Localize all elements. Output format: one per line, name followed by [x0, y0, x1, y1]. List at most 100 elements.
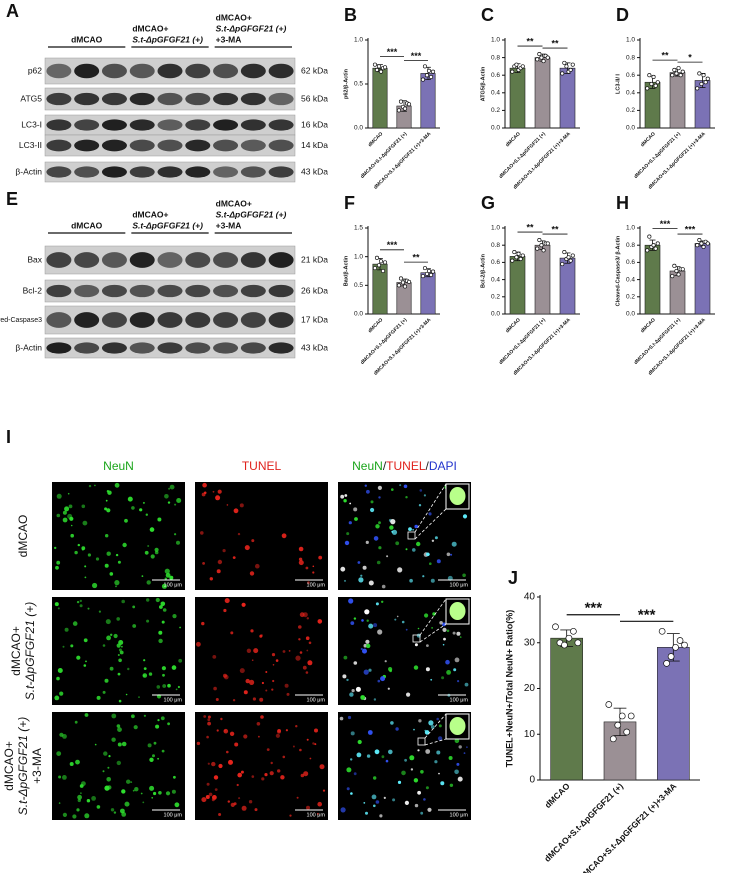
- cell: [363, 802, 366, 804]
- cell: [428, 512, 432, 516]
- cell: [212, 490, 215, 493]
- blot-band: [101, 342, 127, 354]
- zoom-line: [414, 508, 447, 540]
- cell: [115, 553, 119, 557]
- cell: [434, 760, 438, 764]
- cell: [422, 575, 425, 578]
- cell: [425, 667, 430, 672]
- cell: [438, 724, 442, 728]
- cell: [153, 791, 157, 796]
- cell: [365, 811, 368, 815]
- cell: [308, 641, 312, 645]
- cell: [295, 655, 301, 661]
- cell: [248, 800, 253, 804]
- blot-band: [213, 284, 239, 298]
- data-point: [541, 248, 546, 253]
- y-tick-label: 0.0: [354, 311, 363, 318]
- cell: [226, 750, 229, 754]
- data-point: [422, 64, 428, 69]
- group-label: S.t-ΔpGFGF21 (+): [132, 34, 203, 44]
- cell: [178, 658, 183, 663]
- x-tick-label: dMCAO: [640, 317, 657, 334]
- cell: [160, 601, 166, 607]
- cell: [84, 565, 87, 568]
- panel-letter: A: [6, 1, 19, 21]
- cell: [114, 580, 120, 586]
- cell: [111, 737, 116, 742]
- data-point: [699, 81, 704, 87]
- cell: [260, 715, 264, 719]
- cell: [348, 598, 354, 604]
- cell: [344, 540, 350, 546]
- significance-label: ***: [638, 606, 656, 623]
- cell: [117, 742, 122, 747]
- blot-size-label: 17 kDa: [301, 314, 328, 324]
- cell: [109, 666, 114, 671]
- cell: [165, 791, 171, 796]
- blot-band: [213, 63, 239, 79]
- cell: [211, 761, 216, 767]
- y-axis-label: Cleaved-Caspase3/ β-Actin: [615, 235, 621, 306]
- cell: [118, 699, 122, 703]
- blot-size-label: 16 kDa: [301, 119, 328, 129]
- cell: [148, 672, 153, 676]
- blot-band: [185, 119, 211, 131]
- cell: [249, 571, 255, 576]
- scale-bar-label: 100 μm: [307, 582, 326, 588]
- group-label: dMCAO+: [132, 209, 168, 219]
- cell: [414, 643, 418, 647]
- data-point: [658, 627, 666, 635]
- y-tick-label: 1.0: [491, 37, 500, 44]
- x-tick-label: dMCAO: [640, 131, 657, 148]
- cell: [143, 667, 147, 670]
- blot-row-label: Bcl-2: [23, 285, 43, 295]
- y-tick-label: 0.2: [626, 107, 635, 114]
- cell: [104, 507, 108, 511]
- blot-band: [268, 63, 294, 79]
- row-label: dMCAO+: [9, 626, 23, 676]
- cell: [70, 533, 74, 538]
- cell: [209, 577, 213, 581]
- cell: [451, 541, 457, 547]
- data-point: [653, 246, 658, 251]
- cell: [116, 760, 122, 766]
- y-tick-label: 0.8: [626, 242, 635, 249]
- cell: [419, 489, 423, 492]
- cell: [167, 683, 171, 688]
- cell: [449, 783, 454, 787]
- cell: [151, 797, 153, 799]
- blot-band: [101, 284, 127, 298]
- data-point: [570, 253, 575, 258]
- cell: [292, 745, 295, 748]
- cell: [157, 719, 160, 722]
- cell: [258, 735, 260, 738]
- cell: [408, 527, 412, 531]
- cell: [314, 728, 318, 733]
- zoom-line: [419, 623, 447, 643]
- cell: [116, 617, 120, 621]
- y-tick-label: 40: [524, 592, 536, 603]
- cell: [161, 666, 166, 671]
- data-point: [541, 59, 546, 64]
- cell: [106, 635, 111, 641]
- cell: [84, 576, 87, 579]
- cell: [343, 655, 348, 660]
- blot-band: [213, 252, 239, 268]
- cell: [134, 787, 139, 792]
- data-point: [428, 272, 434, 278]
- data-point: [566, 255, 571, 260]
- data-point: [647, 234, 652, 239]
- cell: [383, 796, 386, 800]
- blot-band: [240, 92, 266, 106]
- cell: [425, 786, 429, 790]
- blot-size-label: 56 kDa: [301, 93, 328, 103]
- cell: [270, 761, 273, 765]
- cell: [395, 541, 400, 546]
- data-point: [627, 712, 635, 720]
- cell: [158, 791, 162, 795]
- cell: [233, 508, 239, 514]
- data-point: [372, 266, 378, 271]
- cell: [410, 768, 414, 771]
- cell: [56, 560, 61, 565]
